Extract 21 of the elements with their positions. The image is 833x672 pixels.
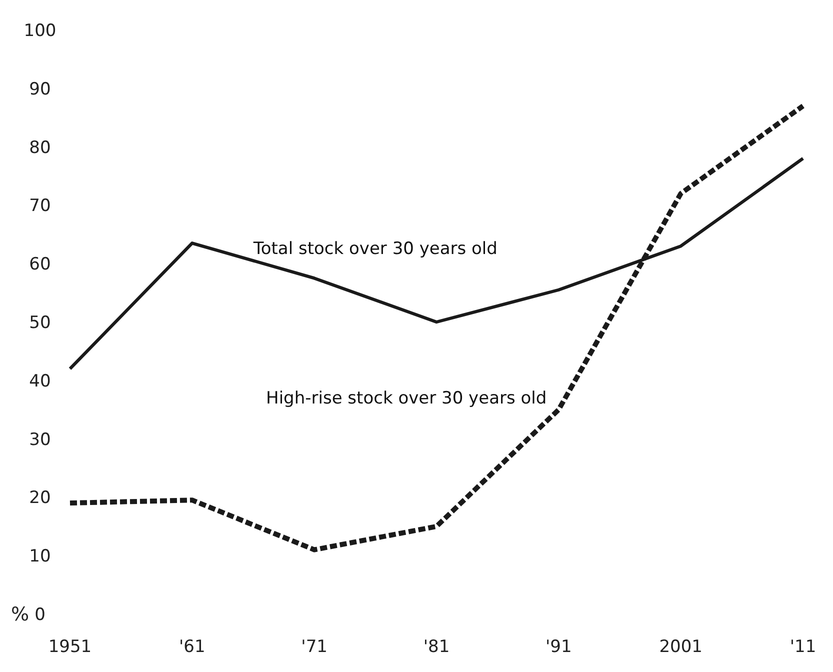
y-tick-label: 60 (29, 254, 51, 275)
x-tick-label: '11 (790, 637, 816, 657)
x-tick-label: 2001 (659, 637, 702, 657)
x-tick-label: '81 (423, 637, 450, 657)
y-tick-label: 40 (29, 371, 51, 392)
y-tick-label: 90 (29, 79, 51, 100)
series-label: Total stock over 30 years old (252, 239, 498, 260)
y-tick-label: 100 (24, 20, 56, 41)
y-axis-title: % (10, 604, 30, 626)
y-tick-label: 30 (29, 430, 51, 450)
y-tick-label: 10 (29, 546, 51, 567)
x-tick-label: '71 (301, 637, 328, 657)
x-tick-label: 1951 (48, 637, 92, 657)
y-tick-label: 80 (29, 138, 51, 158)
y-tick-label: 0 (34, 604, 46, 625)
y-tick-label: 50 (29, 312, 51, 333)
x-tick-label: '61 (179, 637, 206, 657)
series-label: High-rise stock over 30 years old (266, 388, 547, 409)
x-tick-label: '91 (546, 637, 572, 657)
y-tick-label: 20 (29, 488, 51, 508)
y-tick-label: 70 (29, 196, 51, 216)
